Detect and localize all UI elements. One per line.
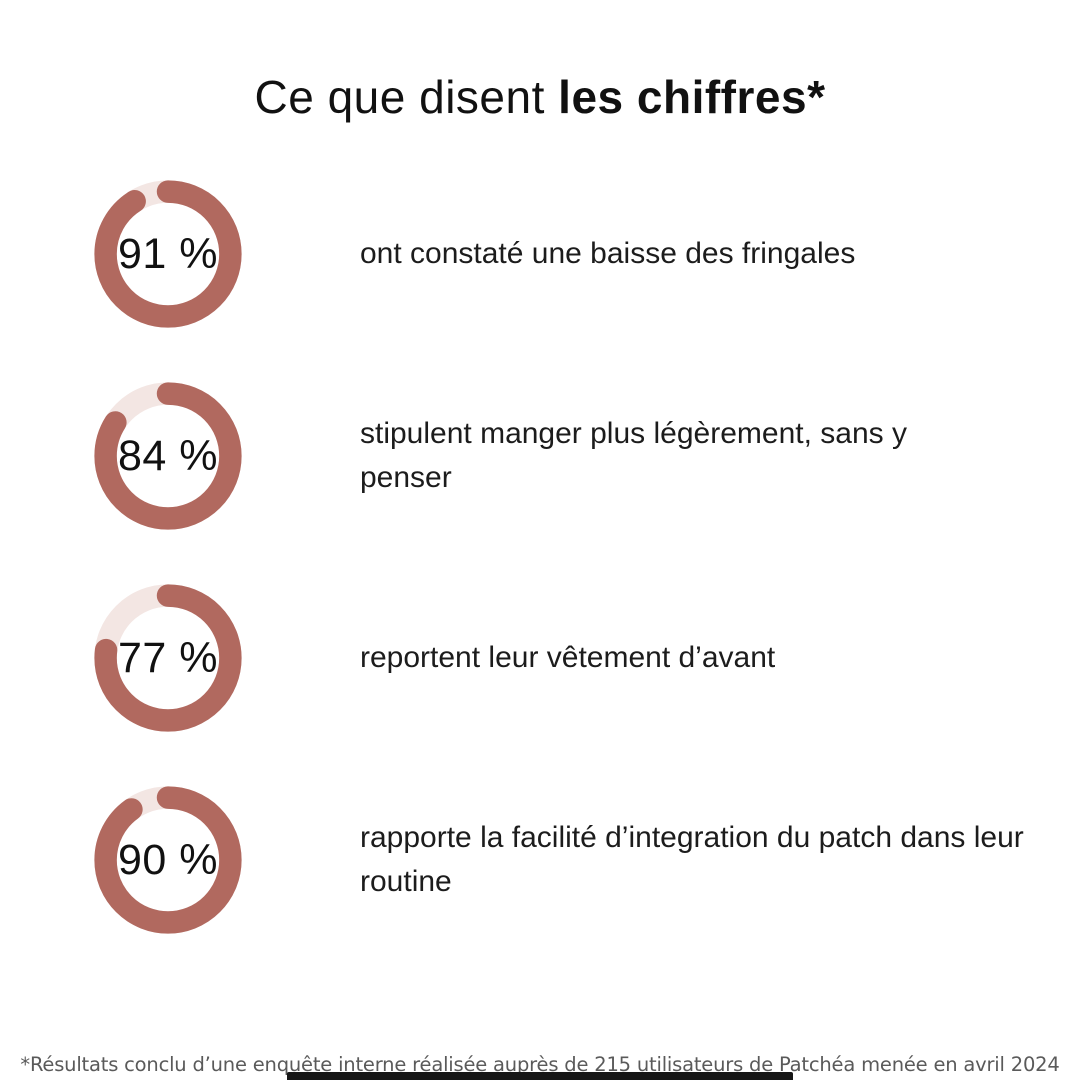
donut-percent-label: 84 %	[117, 431, 218, 480]
donut-chart: 90 %	[90, 782, 246, 938]
stat-row: 77 % reportent leur vêtement d’avant	[0, 580, 1080, 736]
donut-arc	[94, 584, 242, 732]
stat-row: 84 % stipulent manger plus légèrement, s…	[0, 378, 1080, 534]
donut-arc	[94, 382, 242, 530]
stat-text: reportent leur vêtement d’avant	[360, 641, 776, 674]
donut-ring-svg	[94, 584, 242, 732]
donut-percent-label: 91 %	[117, 229, 218, 278]
donut-ring-svg	[94, 180, 242, 328]
donut-arc	[94, 180, 242, 328]
stat-text: stipulent manger plus légèrement, sans y…	[360, 417, 907, 494]
stat-row: 90 % rapporte la facilité d’integration …	[0, 782, 1080, 938]
footnote-text: *Résultats conclu d’une enquête interne …	[20, 1053, 1060, 1076]
bottom-progress-bar	[287, 1072, 793, 1080]
donut-chart: 91 %	[90, 176, 246, 332]
donut-chart: 77 %	[90, 580, 246, 736]
donut-chart: 84 %	[90, 378, 246, 534]
stat-text: rapporte la facilité d’integration du pa…	[360, 821, 1024, 898]
stats-list: 91 % ont constaté une baisse des fringal…	[0, 176, 1080, 938]
page-title: Ce que disent les chiffres*	[0, 70, 1080, 124]
stat-row: 91 % ont constaté une baisse des fringal…	[0, 176, 1080, 332]
donut-percent-label: 90 %	[117, 835, 218, 884]
donut-percent-label: 77 %	[117, 633, 218, 682]
donut-arc	[94, 786, 242, 934]
donut-ring-svg	[94, 382, 242, 530]
stat-text: ont constaté une baisse des fringales	[360, 237, 856, 270]
donut-ring-svg	[94, 786, 242, 934]
title-regular-text: Ce que disent	[254, 71, 559, 123]
title-bold-text: les chiffres*	[558, 71, 826, 123]
